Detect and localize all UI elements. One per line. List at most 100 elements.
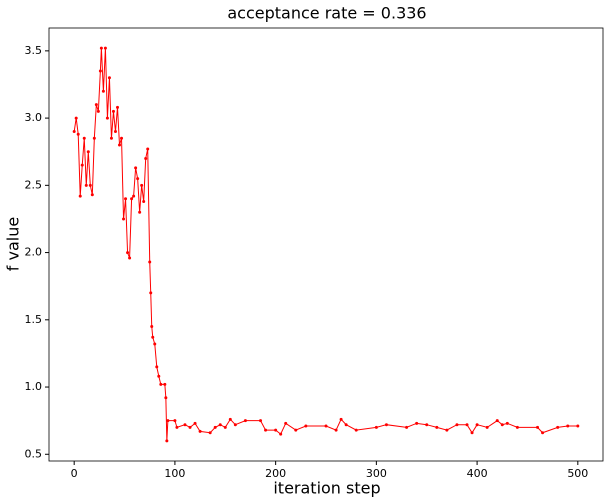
point: [150, 325, 154, 329]
point: [78, 194, 82, 198]
x-tick-label: 100: [164, 467, 185, 480]
point: [183, 423, 187, 427]
point: [193, 421, 197, 425]
point: [425, 423, 429, 427]
point: [173, 419, 177, 423]
y-tick-label: 2.0: [25, 246, 43, 259]
point: [159, 382, 163, 386]
point: [82, 136, 86, 140]
point: [405, 425, 409, 429]
point: [113, 130, 117, 134]
y-axis-label: f value: [4, 217, 23, 271]
point: [140, 183, 144, 187]
point: [198, 429, 202, 433]
point: [455, 423, 459, 427]
point: [149, 291, 153, 295]
point: [279, 432, 283, 436]
point: [136, 177, 140, 181]
point: [576, 424, 580, 428]
point: [264, 428, 268, 432]
point: [465, 423, 469, 427]
point: [218, 423, 222, 427]
point: [374, 425, 378, 429]
point: [118, 143, 122, 147]
point: [324, 424, 328, 428]
point: [132, 194, 136, 198]
point: [155, 365, 159, 369]
point: [164, 396, 168, 400]
point: [109, 136, 113, 140]
point: [243, 419, 247, 423]
point: [541, 431, 545, 435]
point: [80, 163, 84, 167]
point: [151, 335, 155, 339]
point: [146, 147, 150, 151]
y-tick-label: 1.0: [25, 380, 43, 393]
point: [188, 425, 192, 429]
point: [88, 183, 92, 187]
y-tick-label: 0.5: [25, 447, 43, 460]
point: [415, 421, 419, 425]
point: [334, 428, 338, 432]
point: [144, 156, 148, 160]
point: [556, 425, 560, 429]
point: [274, 428, 278, 432]
point: [163, 382, 167, 386]
point: [128, 256, 132, 260]
x-tick-label: 400: [467, 467, 488, 480]
point: [72, 130, 76, 134]
point: [208, 431, 212, 435]
point: [536, 425, 540, 429]
point: [111, 109, 115, 113]
point: [470, 431, 474, 435]
point: [130, 197, 134, 201]
y-tick-label: 1.5: [25, 313, 43, 326]
point: [284, 421, 288, 425]
point: [515, 425, 519, 429]
point: [120, 136, 124, 140]
point: [122, 217, 126, 221]
point: [96, 109, 100, 113]
point: [86, 150, 90, 154]
point: [500, 423, 504, 427]
point: [101, 89, 105, 93]
point: [115, 105, 119, 109]
point: [213, 425, 217, 429]
y-tick-label: 2.5: [25, 178, 43, 191]
point: [495, 419, 499, 423]
point: [566, 424, 570, 428]
point: [304, 424, 308, 428]
point: [84, 183, 88, 187]
point: [142, 199, 146, 203]
point: [107, 76, 111, 80]
point: [384, 423, 388, 427]
y-tick-label: 3.0: [25, 111, 43, 124]
point: [344, 423, 348, 427]
x-tick-label: 0: [71, 467, 78, 480]
point: [103, 46, 107, 50]
point: [228, 417, 232, 421]
point: [259, 419, 263, 423]
point: [435, 425, 439, 429]
point: [505, 421, 509, 425]
point: [148, 260, 152, 264]
x-axis-label: iteration step: [273, 479, 380, 498]
point: [153, 342, 157, 346]
point: [76, 132, 80, 136]
point: [99, 46, 103, 50]
point: [124, 197, 128, 201]
point: [445, 428, 449, 432]
point: [175, 425, 179, 429]
point: [339, 417, 343, 421]
x-tick-label: 200: [265, 467, 286, 480]
x-tick-label: 500: [567, 467, 588, 480]
point: [165, 439, 169, 443]
point: [126, 251, 130, 255]
y-tick-label: 3.5: [25, 44, 43, 57]
point: [90, 193, 94, 197]
plot-frame: [48, 27, 604, 462]
point: [233, 423, 237, 427]
